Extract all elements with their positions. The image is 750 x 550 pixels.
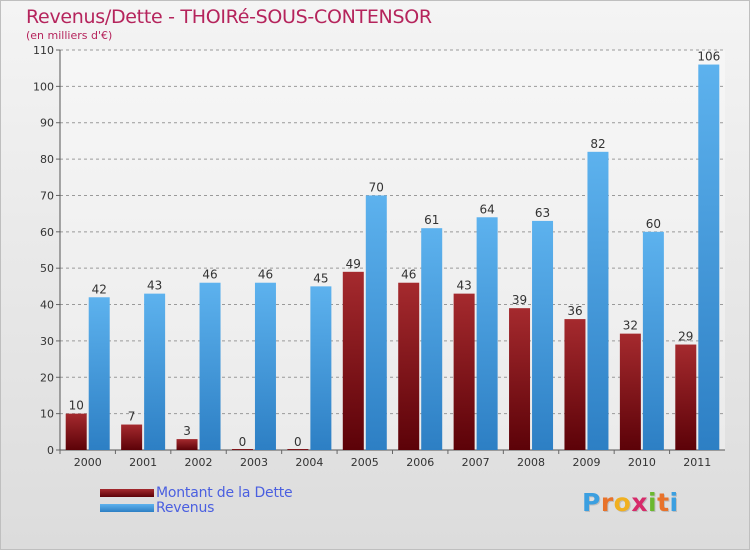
data-label-debt: 29 <box>678 330 693 344</box>
proxiti-logo: Proxiti <box>582 488 679 517</box>
data-label-revenue: 106 <box>697 50 720 64</box>
data-label-debt: 32 <box>623 319 638 333</box>
bar-revenue-2000 <box>88 297 110 450</box>
data-label-debt: 3 <box>183 424 191 438</box>
bar-revenue-2004 <box>310 286 332 450</box>
bar-revenue-2005 <box>365 195 387 450</box>
legend-label-debt: Montant de la Dette <box>156 485 293 501</box>
data-label-debt: 43 <box>456 279 471 293</box>
x-tick-label: 2009 <box>572 456 600 469</box>
bar-debt-2007 <box>453 293 475 450</box>
data-label-debt: 36 <box>567 304 582 318</box>
data-label-revenue: 46 <box>258 268 273 282</box>
bar-debt-2001 <box>121 424 143 450</box>
data-label-revenue: 82 <box>590 137 605 151</box>
bar-revenue-2003 <box>254 282 276 450</box>
bar-revenue-2006 <box>421 228 443 450</box>
bar-revenue-2001 <box>144 293 166 450</box>
bar-revenue-2011 <box>698 64 720 450</box>
y-tick-label: 100 <box>33 80 54 93</box>
data-label-debt: 10 <box>69 399 84 413</box>
logo-letter: i <box>669 488 679 517</box>
legend-label-revenue: Revenus <box>156 500 215 516</box>
bar-debt-2004 <box>287 449 309 450</box>
y-tick-label: 60 <box>40 226 54 239</box>
x-tick-label: 2000 <box>74 456 102 469</box>
bar-debt-2000 <box>65 413 87 450</box>
x-tick-label: 2003 <box>240 456 268 469</box>
x-tick-label: 2002 <box>185 456 213 469</box>
data-label-revenue: 64 <box>479 202 494 216</box>
logo-letter: P <box>582 488 601 517</box>
y-tick-label: 40 <box>40 299 54 312</box>
y-tick-label: 90 <box>40 117 54 130</box>
y-tick-label: 70 <box>40 189 54 202</box>
data-label-debt: 0 <box>294 435 302 449</box>
bar-debt-2011 <box>675 344 697 450</box>
x-tick-label: 2007 <box>462 456 490 469</box>
bar-revenue-2010 <box>642 231 664 450</box>
x-tick-label: 2006 <box>406 456 434 469</box>
bar-revenue-2002 <box>199 282 221 450</box>
data-label-debt: 49 <box>346 257 361 271</box>
x-tick-label: 2001 <box>129 456 157 469</box>
bar-debt-2002 <box>176 439 198 450</box>
chart-title: Revenus/Dette - THOIRé-SOUS-CONTENSOR <box>26 6 432 28</box>
bar-debt-2005 <box>342 271 364 450</box>
legend-swatch-revenue <box>100 504 154 512</box>
x-tick-label: 2008 <box>517 456 545 469</box>
data-label-debt: 0 <box>239 435 247 449</box>
data-label-debt: 46 <box>401 268 416 282</box>
logo-letter: i <box>648 488 658 517</box>
data-label-revenue: 45 <box>313 271 328 285</box>
chart-subtitle: (en milliers d'€) <box>26 29 113 42</box>
bar-debt-2010 <box>619 333 641 450</box>
logo-letter: x <box>631 488 648 517</box>
logo-letter: o <box>613 488 632 517</box>
x-tick-label: 2011 <box>683 456 711 469</box>
bar-revenue-2009 <box>587 151 609 450</box>
y-tick-label: 80 <box>40 153 54 166</box>
x-tick-label: 2004 <box>295 456 323 469</box>
data-label-revenue: 60 <box>646 217 661 231</box>
data-label-revenue: 42 <box>92 282 107 296</box>
data-label-revenue: 46 <box>202 268 217 282</box>
data-label-revenue: 43 <box>147 279 162 293</box>
bar-debt-2009 <box>564 319 586 450</box>
bar-debt-2008 <box>509 308 531 450</box>
x-tick-label: 2010 <box>628 456 656 469</box>
data-label-revenue: 70 <box>369 180 384 194</box>
data-label-revenue: 63 <box>535 206 550 220</box>
y-tick-label: 50 <box>40 262 54 275</box>
bar-revenue-2007 <box>476 217 498 450</box>
data-label-debt: 39 <box>512 293 527 307</box>
y-tick-label: 0 <box>47 444 54 457</box>
bar-revenue-2008 <box>532 220 554 450</box>
plot-area <box>60 50 725 450</box>
y-tick-label: 110 <box>33 44 54 57</box>
y-tick-label: 20 <box>40 371 54 384</box>
bar-debt-2006 <box>398 282 420 450</box>
bar-debt-2003 <box>231 449 253 450</box>
x-tick-label: 2005 <box>351 456 379 469</box>
y-tick-label: 30 <box>40 335 54 348</box>
logo-letter: r <box>600 488 614 517</box>
data-label-revenue: 61 <box>424 213 439 227</box>
y-tick-label: 10 <box>40 408 54 421</box>
logo-letter: t <box>657 488 670 517</box>
data-label-debt: 7 <box>128 410 136 424</box>
legend-swatch-debt <box>100 489 154 497</box>
